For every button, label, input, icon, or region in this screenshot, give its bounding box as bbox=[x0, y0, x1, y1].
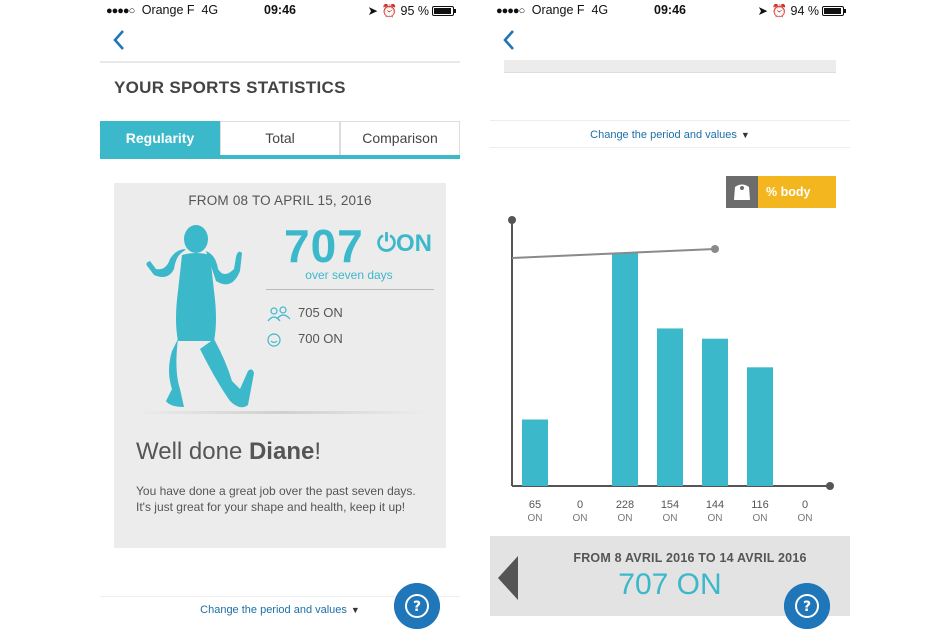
clock: 09:46 bbox=[654, 3, 686, 17]
alarm-icon: ⏰ bbox=[771, 4, 788, 18]
page-title: YOUR SPORTS STATISTICS bbox=[114, 78, 346, 97]
back-chevron-icon[interactable] bbox=[108, 28, 132, 52]
group-average-stat: 705 ON bbox=[266, 305, 343, 322]
svg-text:?: ? bbox=[803, 599, 811, 615]
carrier-name: Orange F bbox=[141, 3, 195, 17]
legend-label: % body fat bbox=[758, 176, 836, 231]
bar-unit-label: ON bbox=[798, 513, 813, 524]
bar-value-label: 228 bbox=[616, 499, 634, 511]
network-type: 4G bbox=[201, 3, 219, 17]
bar-value-label: 154 bbox=[661, 499, 679, 511]
tab-bar: Regularity Total Comparison bbox=[100, 121, 460, 159]
figure-shadow bbox=[136, 411, 426, 414]
location-icon: ➤ bbox=[367, 4, 378, 18]
stats-divider bbox=[266, 289, 434, 290]
x-axis-end-dot bbox=[826, 482, 834, 490]
legend-body-fat[interactable]: % body fat bbox=[726, 176, 836, 231]
help-button[interactable]: ? bbox=[394, 583, 440, 629]
bar-value-label: 116 bbox=[751, 499, 769, 511]
smiley-icon bbox=[267, 332, 281, 347]
caret-down-icon: ▼ bbox=[350, 605, 360, 615]
change-period-link[interactable]: Change the period and values ▼ bbox=[100, 596, 460, 624]
battery-percent: 94 % bbox=[790, 4, 820, 18]
bar bbox=[522, 419, 548, 486]
battery-percent: 95 % bbox=[400, 4, 430, 18]
card-period: FROM 08 TO APRIL 15, 2016 bbox=[188, 193, 372, 208]
signal-icon: ●●●●○ bbox=[496, 5, 525, 17]
tab-regularity[interactable]: Regularity bbox=[100, 121, 220, 155]
bar bbox=[612, 252, 638, 486]
bar-value-label: 65 bbox=[529, 499, 541, 511]
tab-total[interactable]: Total bbox=[220, 121, 340, 155]
bar-unit-label: ON bbox=[573, 513, 588, 524]
activity-bar-chart: 65 ON 0 ON 228 ON 154 ON 144 ON 116 ON 0 ON bbox=[508, 216, 834, 524]
battery-icon bbox=[432, 6, 456, 16]
power-icon: ⏻ bbox=[377, 230, 396, 257]
bar-value-label: 0 bbox=[802, 499, 808, 511]
bar-unit-label: ON bbox=[753, 513, 768, 524]
location-icon: ➤ bbox=[757, 4, 768, 18]
regularity-card: FROM 08 TO APRIL 15, 2016 707 ⏻ON over s… bbox=[114, 183, 446, 548]
bar bbox=[657, 328, 683, 486]
jumping-person-illustration bbox=[146, 225, 254, 408]
help-button[interactable]: ? bbox=[784, 583, 830, 629]
network-type: 4G bbox=[591, 3, 609, 17]
clock: 09:46 bbox=[264, 3, 296, 17]
bar-value-label: 0 bbox=[577, 499, 583, 511]
bar-value-label: 144 bbox=[706, 499, 724, 511]
bar bbox=[702, 338, 728, 486]
on-unit: ON bbox=[395, 230, 432, 257]
statistics-screen: ●●●●○ Orange F 4G 09:46 ➤ ⏰ 95 % YOUR SP… bbox=[100, 0, 460, 640]
scale-icon bbox=[726, 176, 758, 208]
status-bar: ●●●●○ Orange F 4G 09:46 ➤ ⏰ 95 % bbox=[100, 0, 460, 22]
y-axis-end-dot bbox=[508, 216, 516, 224]
alarm-icon: ⏰ bbox=[381, 4, 398, 18]
bar-unit-label: ON bbox=[528, 513, 543, 524]
svg-text:?: ? bbox=[413, 599, 421, 615]
bar-unit-label: ON bbox=[618, 513, 633, 524]
on-logo: ⏻ON bbox=[377, 230, 432, 258]
summary-period: FROM 8 AVRIL 2016 TO 14 AVRIL 2016 bbox=[573, 551, 807, 565]
body-fat-line bbox=[511, 248, 716, 259]
signal-icon: ●●●●○ bbox=[106, 5, 135, 17]
change-period-link[interactable]: Change the period and values ▼ bbox=[490, 120, 850, 148]
personal-average-stat: 700 ON bbox=[266, 331, 343, 348]
total-subtitle: over seven days bbox=[305, 268, 393, 282]
battery-icon bbox=[822, 6, 846, 16]
body-fat-line-end-dot bbox=[711, 245, 719, 253]
user-name: Diane bbox=[248, 438, 315, 465]
congrats-message: You have done a great job over the past … bbox=[136, 484, 416, 514]
nav-divider bbox=[100, 61, 460, 63]
bar-unit-label: ON bbox=[708, 513, 723, 524]
congrats-heading: Well done Diane! bbox=[136, 438, 321, 465]
status-bar: ●●●●○ Orange F 4G 09:46 ➤ ⏰ 94 % bbox=[490, 0, 850, 22]
carrier-name: Orange F bbox=[531, 3, 585, 17]
summary-total: 707 ON bbox=[618, 568, 722, 601]
chart-screen: ●●●●○ Orange F 4G 09:46 ➤ ⏰ 94 % Change … bbox=[490, 0, 850, 640]
scrolled-content-edge bbox=[504, 60, 836, 73]
total-value: 707 bbox=[284, 220, 364, 272]
back-chevron-icon[interactable] bbox=[498, 28, 522, 52]
caret-down-icon: ▼ bbox=[740, 130, 750, 140]
tab-comparison[interactable]: Comparison bbox=[340, 121, 460, 155]
group-icon bbox=[267, 305, 291, 321]
bar-unit-label: ON bbox=[663, 513, 678, 524]
previous-period-arrow-icon[interactable] bbox=[498, 556, 518, 600]
bar bbox=[747, 367, 773, 486]
